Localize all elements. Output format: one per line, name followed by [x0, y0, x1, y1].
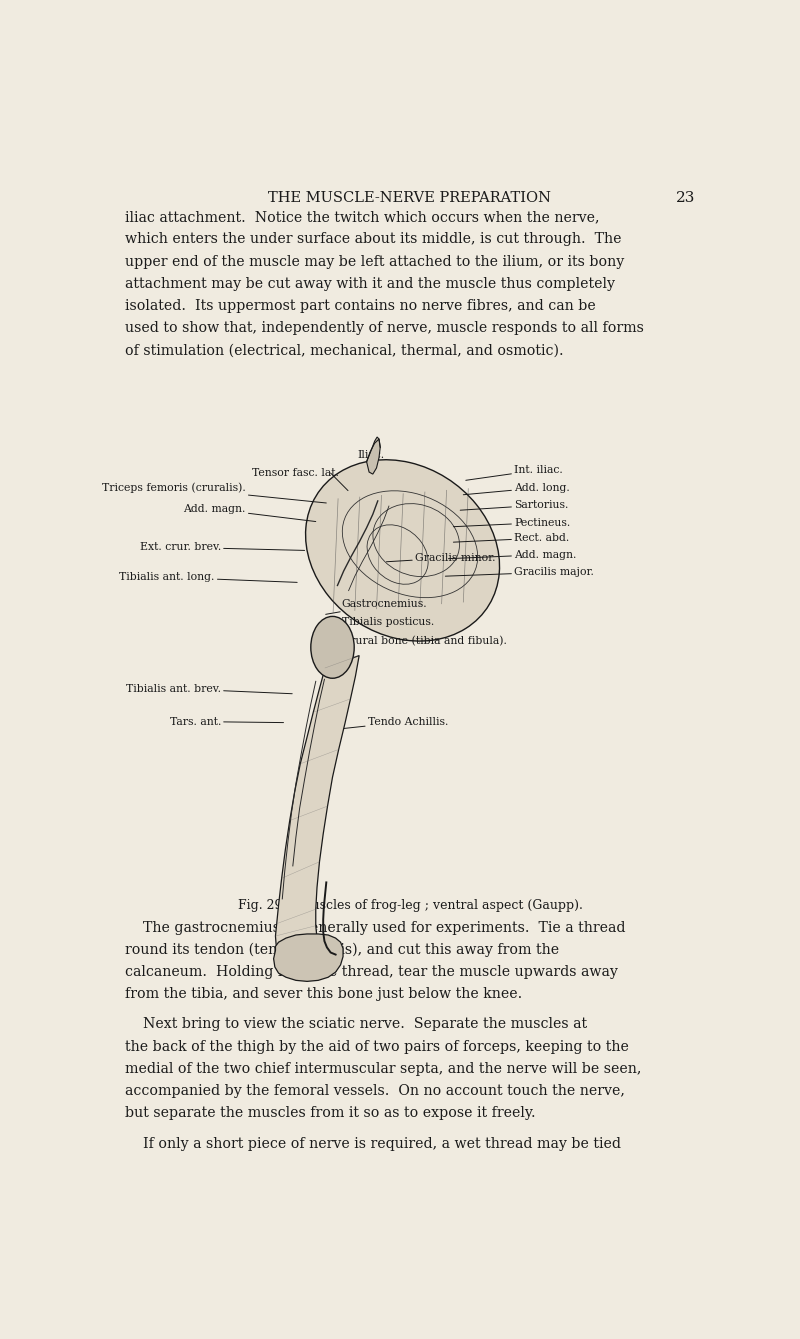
Text: Tibialis ant. brev.: Tibialis ant. brev.	[126, 684, 292, 694]
Text: Tibialis ant. long.: Tibialis ant. long.	[119, 572, 297, 582]
Text: Fig. 29.—Muscles of frog-leg ; ventral aspect (Gaupp).: Fig. 29.—Muscles of frog-leg ; ventral a…	[238, 898, 582, 912]
Text: Pectineus.: Pectineus.	[454, 518, 570, 528]
Text: Tars. ant.: Tars. ant.	[170, 716, 283, 727]
Polygon shape	[274, 935, 343, 981]
Text: Add. long.: Add. long.	[463, 482, 570, 494]
Text: the back of the thigh by the aid of two pairs of forceps, keeping to the: the back of the thigh by the aid of two …	[125, 1039, 629, 1054]
Text: Tendo Achillis.: Tendo Achillis.	[331, 716, 448, 730]
Text: Add. magn.: Add. magn.	[183, 505, 316, 521]
Text: but separate the muscles from it so as to expose it freely.: but separate the muscles from it so as t…	[125, 1106, 535, 1121]
Ellipse shape	[306, 459, 499, 641]
Text: of stimulation (electrical, mechanical, thermal, and osmotic).: of stimulation (electrical, mechanical, …	[125, 343, 563, 358]
Ellipse shape	[310, 616, 354, 679]
Text: 23: 23	[676, 190, 695, 205]
Text: upper end of the muscle may be left attached to the ilium, or its bony: upper end of the muscle may be left atta…	[125, 254, 624, 269]
Polygon shape	[366, 437, 380, 474]
Polygon shape	[275, 656, 359, 952]
Text: from the tibia, and sever this bone just below the knee.: from the tibia, and sever this bone just…	[125, 987, 522, 1002]
Text: attachment may be cut away with it and the muscle thus completely: attachment may be cut away with it and t…	[125, 277, 614, 291]
Text: The gastrocnemius is generally used for experiments.  Tie a thread: The gastrocnemius is generally used for …	[125, 920, 626, 935]
Text: Iliac.: Iliac.	[358, 439, 385, 459]
Text: iliac attachment.  Notice the twitch which occurs when the nerve,: iliac attachment. Notice the twitch whic…	[125, 210, 599, 224]
Text: Triceps femoris (cruralis).: Triceps femoris (cruralis).	[102, 482, 326, 503]
Text: accompanied by the femoral vessels.  On no account touch the nerve,: accompanied by the femoral vessels. On n…	[125, 1085, 625, 1098]
Text: medial of the two chief intermuscular septa, and the nerve will be seen,: medial of the two chief intermuscular se…	[125, 1062, 641, 1075]
Text: Ext. crur. brev.: Ext. crur. brev.	[140, 542, 305, 552]
Text: Gracilis minor.: Gracilis minor.	[386, 553, 495, 562]
Text: Tibialis posticus.: Tibialis posticus.	[323, 616, 434, 633]
Text: THE MUSCLE-NERVE PREPARATION: THE MUSCLE-NERVE PREPARATION	[269, 190, 551, 205]
Text: If only a short piece of nerve is required, a wet thread may be tied: If only a short piece of nerve is requir…	[125, 1137, 621, 1150]
Text: used to show that, independently of nerve, muscle responds to all forms: used to show that, independently of nerv…	[125, 321, 644, 335]
Text: isolated.  Its uppermost part contains no nerve fibres, and can be: isolated. Its uppermost part contains no…	[125, 299, 595, 313]
Text: Rect. abd.: Rect. abd.	[454, 533, 570, 544]
Text: Add. magn.: Add. magn.	[449, 549, 577, 560]
Text: Sartorius.: Sartorius.	[460, 499, 569, 510]
Text: Gastrocnemius.: Gastrocnemius.	[326, 599, 427, 615]
Text: Crural bone (tibia and fibula).: Crural bone (tibia and fibula).	[319, 636, 506, 652]
Text: Int. iliac.: Int. iliac.	[466, 465, 563, 481]
Text: calcaneum.  Holding it by the thread, tear the muscle upwards away: calcaneum. Holding it by the thread, tea…	[125, 965, 618, 979]
Text: which enters the under surface about its middle, is cut through.  The: which enters the under surface about its…	[125, 233, 622, 246]
Text: Tensor fasc. lat.: Tensor fasc. lat.	[252, 469, 338, 478]
Text: Next bring to view the sciatic nerve.  Separate the muscles at: Next bring to view the sciatic nerve. Se…	[125, 1018, 587, 1031]
Text: round its tendon (tendo Achillis), and cut this away from the: round its tendon (tendo Achillis), and c…	[125, 943, 559, 957]
Text: Gracilis major.: Gracilis major.	[446, 566, 594, 577]
